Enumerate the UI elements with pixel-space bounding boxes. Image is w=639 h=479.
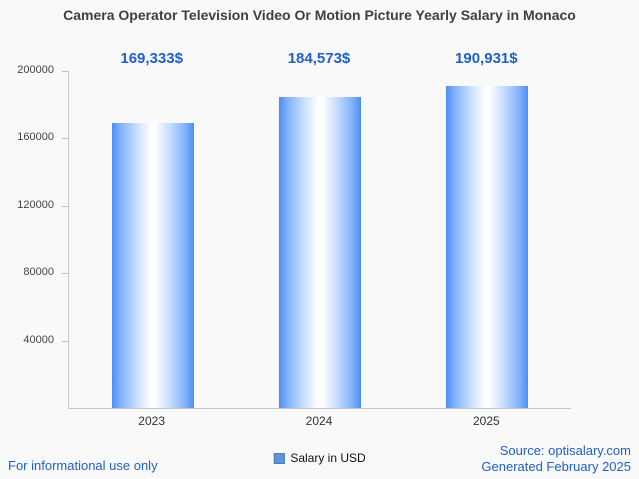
bar-2024 [279,97,361,408]
chart-title: Camera Operator Television Video Or Moti… [63,7,576,23]
y-tick-label-160000: 160000 [17,131,54,144]
plot-area [68,71,571,409]
value-label-row: 169,333$ 184,573$ 190,931$ [68,50,570,70]
legend-label: Salary in USD [290,451,366,465]
value-label-2024: 184,573$ [287,50,351,67]
bar-2025 [446,86,529,408]
y-tick-label-120000: 120000 [17,198,54,211]
legend[interactable]: Salary in USD [273,451,366,465]
bar-2023 [111,122,194,408]
y-tick-mark [62,340,68,342]
x-tick-label-2025: 2025 [472,414,500,428]
disclaimer-text: For informational use only [8,458,158,473]
generated-date: Generated February 2025 [481,459,631,474]
y-tick-mark [62,138,68,140]
legend-marker-icon [273,452,285,464]
y-tick-label-200000: 200000 [17,64,54,76]
source-link[interactable]: Source: optisalary.com [499,443,631,458]
y-tick-mark [62,205,68,207]
y-axis-ticks [62,71,68,408]
value-label-2023: 169,333$ [120,50,183,67]
x-tick-label-2023: 2023 [138,414,165,428]
x-tick-label-2024: 2024 [305,414,333,428]
y-tick-mark [62,71,68,72]
x-axis-labels: 2023 2024 2025 [68,414,570,430]
y-tick-label-40000: 40000 [23,333,54,346]
y-tick-label-80000: 80000 [23,266,54,279]
y-axis-labels: 40000 80000 120000 160000 200000 [0,64,60,408]
y-tick-mark [62,273,68,275]
footer-source-block: Source: optisalary.com Generated Februar… [481,443,631,475]
value-label-2025: 190,931$ [455,50,518,67]
